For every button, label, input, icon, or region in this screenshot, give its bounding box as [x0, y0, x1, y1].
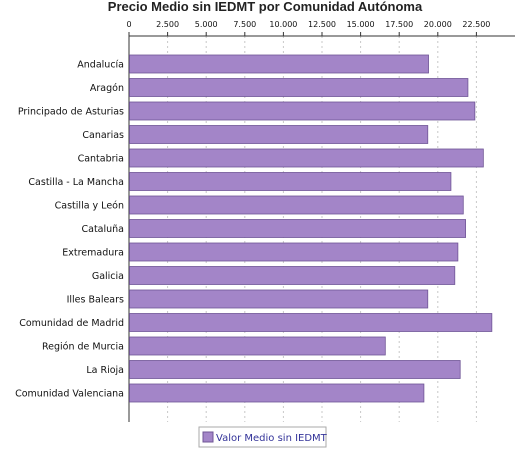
bar — [129, 78, 469, 97]
bar — [129, 148, 484, 168]
bar — [129, 336, 386, 356]
category-label: Castilla - La Mancha — [28, 177, 124, 188]
bar — [129, 172, 452, 191]
x-axis: 0 2.500 5.000 7.500 10.000 12.500 15.000 17.500… — [126, 20, 515, 422]
bar — [129, 266, 456, 285]
x-tick-label: 0 — [126, 20, 131, 29]
category-label: Comunidad de Madrid — [19, 318, 124, 329]
legend: Valor Medio sin IEDMT — [198, 426, 328, 448]
category-label: Principado de Asturias — [18, 107, 124, 118]
bar — [129, 219, 466, 238]
category-labels: Andalucía Aragón Principado de Asturias Can… — [15, 60, 124, 400]
category-label: Canarias — [82, 130, 124, 141]
x-tick-label: 2.500 — [156, 20, 179, 29]
category-label: Aragón — [90, 83, 124, 94]
bar — [129, 195, 464, 215]
x-tick-label: 15.000 — [347, 20, 375, 29]
bar — [129, 242, 459, 262]
bar — [129, 313, 493, 332]
x-tick-label: 5.000 — [195, 20, 218, 29]
category-label: La Rioja — [86, 365, 124, 376]
bar — [129, 125, 429, 144]
bar — [129, 383, 425, 403]
bar — [129, 54, 429, 74]
category-label: Cataluña — [81, 224, 124, 235]
chart-title: Precio Medio sin IEDMT por Comunidad Aut… — [108, 0, 423, 14]
category-label: Castilla y León — [55, 201, 124, 212]
legend-box — [198, 426, 327, 448]
category-label: Illes Balears — [67, 295, 124, 306]
bar — [129, 101, 476, 121]
category-label: Región de Murcia — [42, 342, 124, 353]
category-label: Comunidad Valenciana — [15, 389, 124, 400]
category-label: Andalucía — [77, 60, 124, 71]
bar — [129, 289, 429, 309]
legend-swatch — [202, 431, 214, 443]
x-tick-label: 22.500 — [462, 20, 490, 29]
x-tick-label: 12.500 — [308, 20, 336, 29]
x-tick-label: 17.500 — [385, 20, 413, 29]
x-tick-label: 7.500 — [233, 20, 256, 29]
bar — [129, 360, 461, 379]
category-label: Galicia — [92, 271, 124, 282]
category-label: Cantabria — [78, 154, 124, 165]
bars — [129, 54, 493, 403]
grid — [167, 36, 477, 422]
x-tick-label: 20.000 — [424, 20, 452, 29]
legend-label: Valor Medio sin IEDMT — [216, 433, 328, 444]
category-label: Extremadura — [62, 248, 124, 259]
x-tick-label: 10.000 — [269, 20, 297, 29]
